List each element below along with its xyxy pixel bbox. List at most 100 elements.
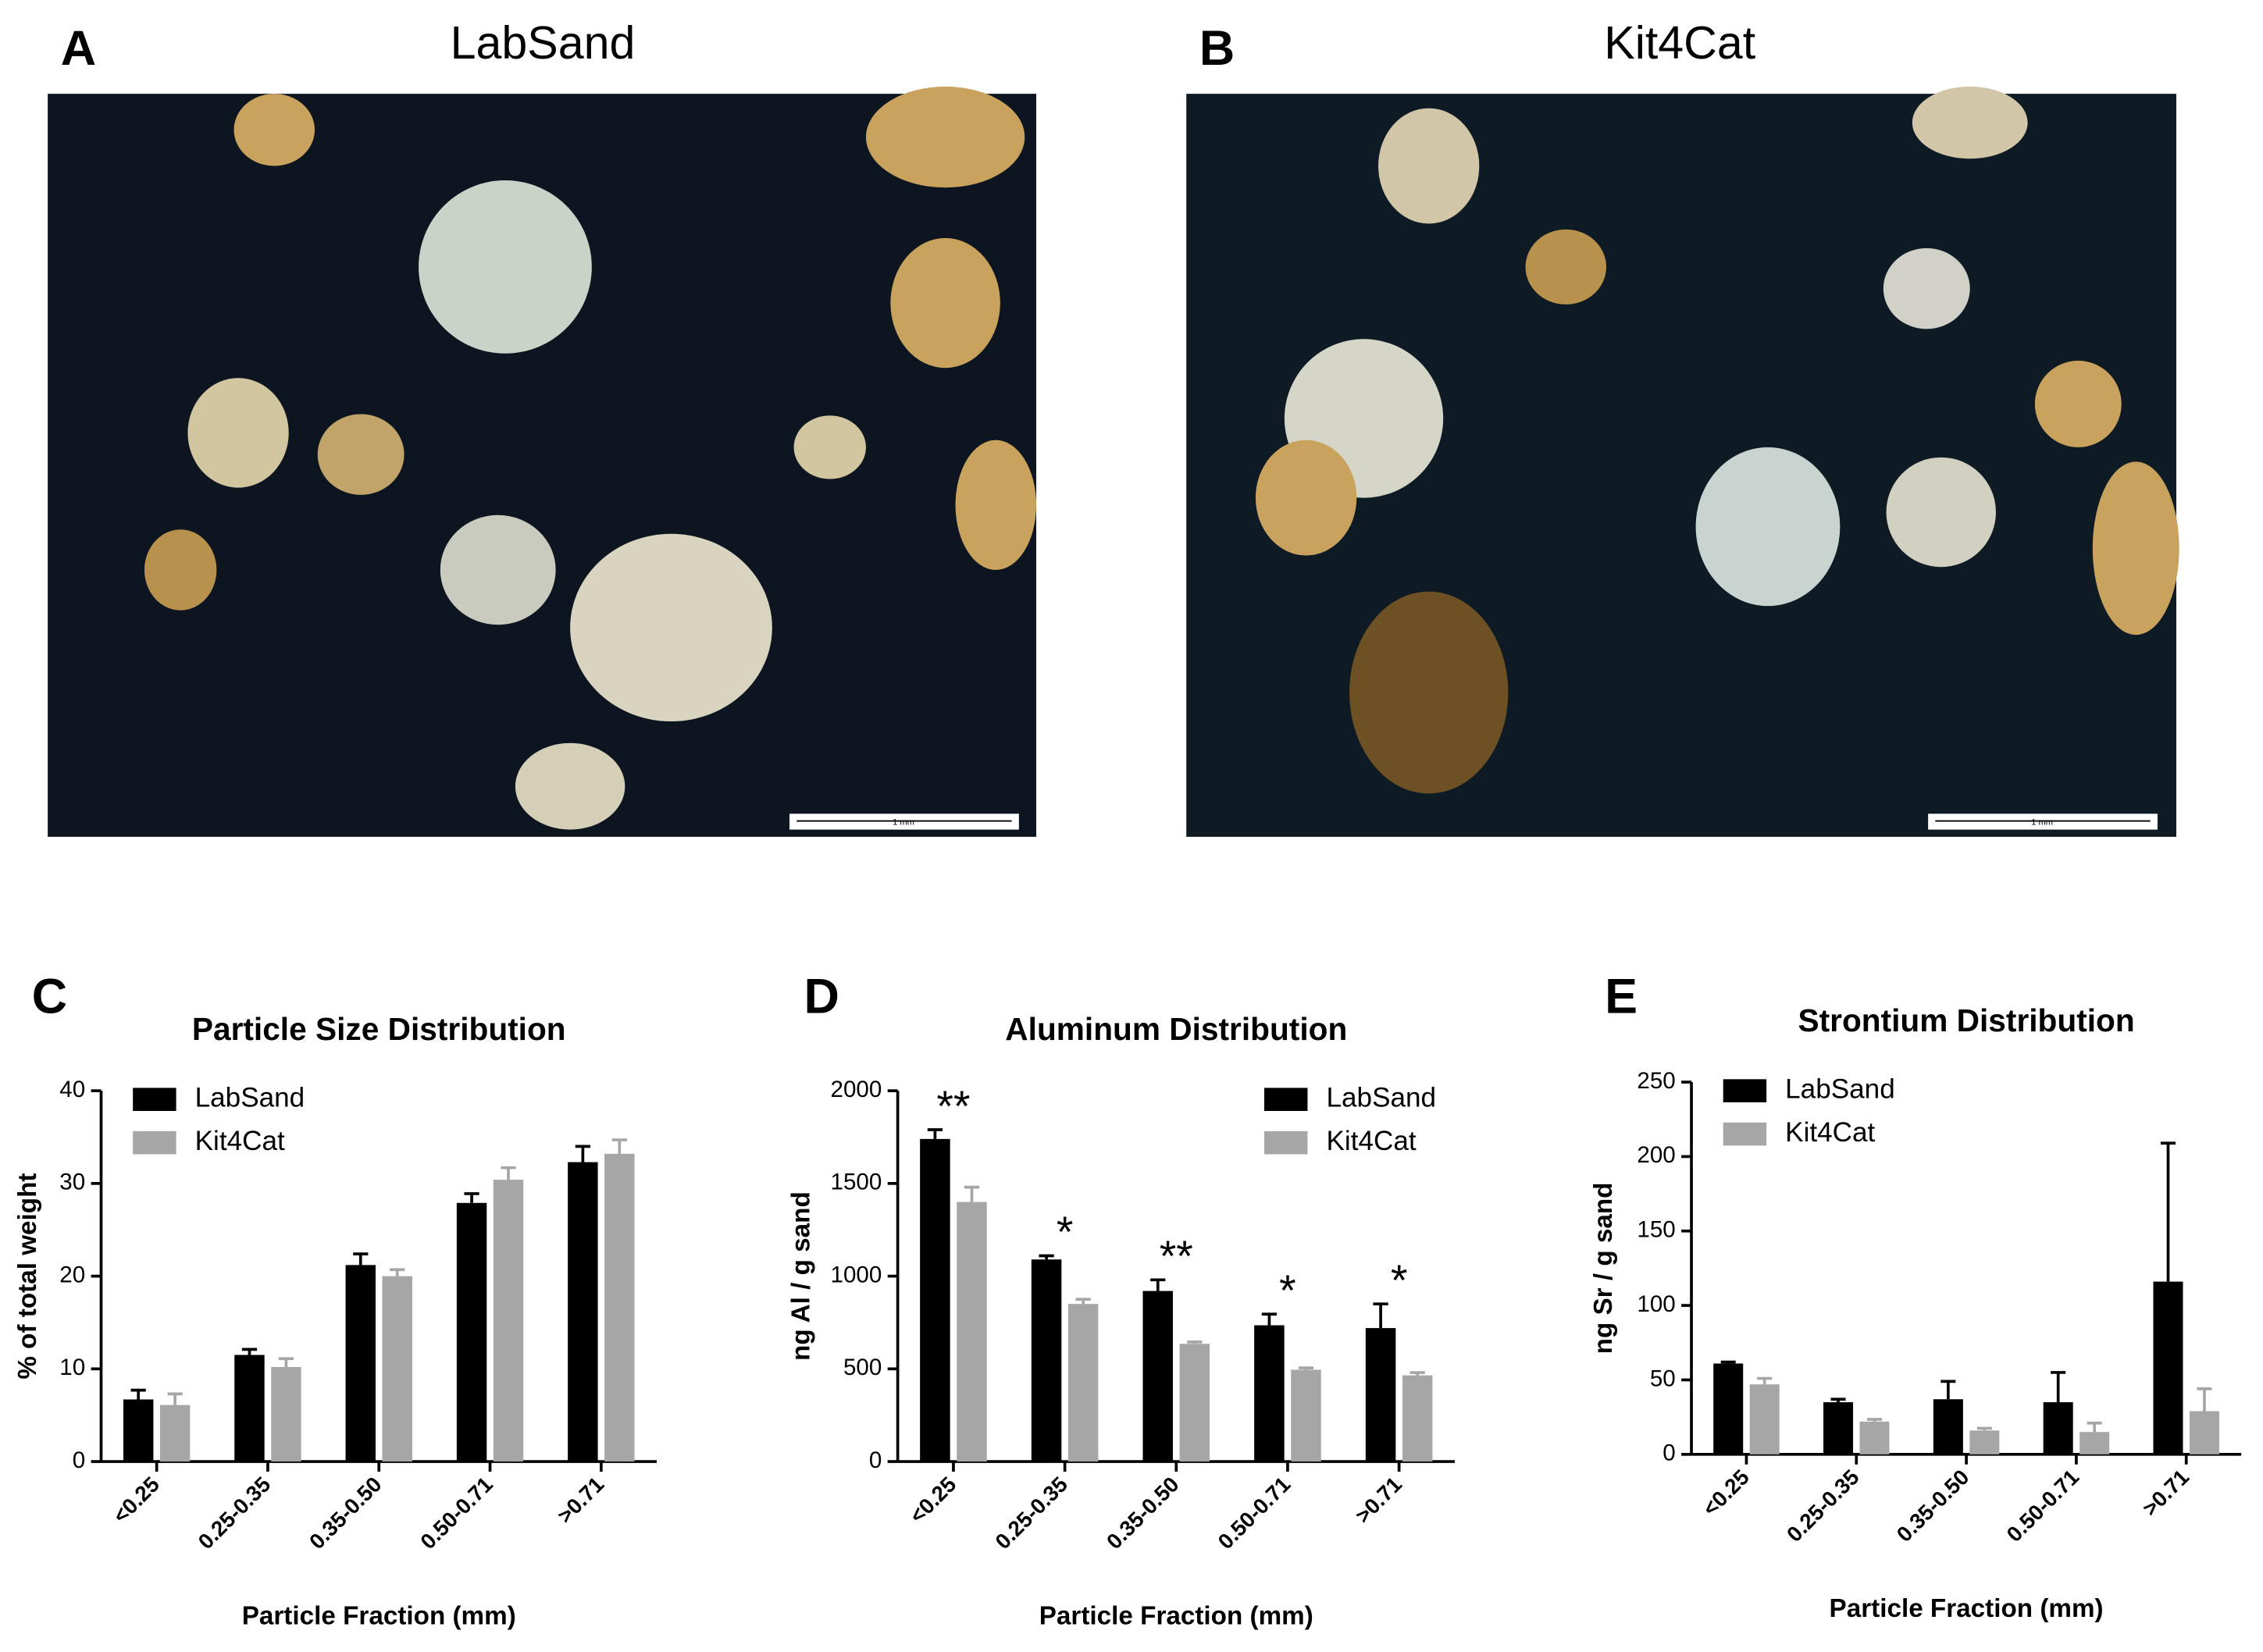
panel-label: B	[1199, 21, 1235, 76]
panel-label: C	[32, 969, 67, 1024]
x-tick-label: 0.35-0.50	[1102, 1472, 1184, 1554]
y-axis-label: ng Al / g sand	[786, 1191, 815, 1361]
x-axis-label: Particle Fraction (mm)	[1039, 1601, 1313, 1630]
y-tick-label: 2000	[831, 1077, 882, 1102]
error-bar	[241, 1348, 258, 1355]
bar	[1031, 1259, 1062, 1462]
error-bar	[1373, 1302, 1388, 1329]
error-bar	[2160, 1141, 2176, 1282]
bar	[1713, 1363, 1744, 1454]
chart-title: Particle Size Distribution	[192, 1011, 566, 1047]
error-bar	[501, 1166, 516, 1180]
error-bar	[1298, 1366, 1314, 1370]
y-axis-label: % of total weight	[13, 1173, 42, 1380]
bar	[1749, 1384, 1780, 1454]
x-tick-label: <0.25	[905, 1472, 961, 1528]
error-bar	[1075, 1298, 1091, 1305]
bar	[1365, 1328, 1396, 1462]
bar	[1067, 1304, 1099, 1462]
legend-label: Kit4Cat	[1785, 1117, 1875, 1148]
error-bar	[130, 1388, 146, 1400]
bar	[1179, 1344, 1210, 1462]
bar	[1823, 1402, 1854, 1454]
error-bar	[278, 1357, 294, 1367]
bar	[568, 1162, 598, 1462]
error-bar	[1976, 1426, 1992, 1431]
y-tick-label: 200	[1637, 1142, 1675, 1168]
x-axis-label: Particle Fraction (mm)	[1830, 1594, 2104, 1623]
legend-label: LabSand	[1326, 1082, 1436, 1113]
x-tick-label: >0.71	[2138, 1465, 2194, 1521]
bar	[345, 1265, 376, 1462]
y-tick-label: 20	[59, 1262, 85, 1287]
image-title: LabSand	[451, 16, 636, 69]
bar	[604, 1153, 635, 1462]
legend-swatch	[1264, 1130, 1308, 1155]
legend-label: LabSand	[195, 1082, 305, 1113]
bar	[1402, 1375, 1433, 1462]
y-tick-label: 1000	[831, 1262, 882, 1287]
panel-label: E	[1605, 969, 1638, 1024]
error-bar	[167, 1392, 183, 1405]
bar	[123, 1399, 154, 1462]
y-tick-label: 30	[59, 1170, 85, 1195]
photo-a: 1 mm	[48, 86, 1037, 837]
chart-title: Aluminum Distribution	[1005, 1011, 1347, 1047]
bar	[2189, 1411, 2219, 1454]
legend-label: Kit4Cat	[195, 1126, 285, 1156]
bar	[1254, 1325, 1285, 1462]
y-tick-label: 0	[73, 1447, 85, 1473]
bar	[1969, 1430, 2000, 1454]
y-tick-label: 1500	[831, 1170, 882, 1195]
y-tick-label: 50	[1650, 1365, 1676, 1391]
y-tick-label: 10	[59, 1355, 85, 1380]
legend-swatch	[1723, 1122, 1767, 1146]
error-bar	[1757, 1376, 1773, 1385]
y-axis-label: ng Sr / g sand	[1589, 1183, 1618, 1355]
error-bar	[464, 1192, 479, 1203]
x-tick-label: >0.71	[1351, 1472, 1407, 1528]
y-tick-label: 0	[869, 1447, 882, 1473]
bar	[456, 1202, 487, 1462]
error-bar	[1940, 1380, 1956, 1400]
y-tick-label: 0	[1663, 1440, 1675, 1466]
bar	[2153, 1281, 2183, 1454]
scale-bar-label: 1 mm	[2031, 817, 2053, 827]
error-bar	[1830, 1397, 1846, 1403]
x-tick-label: 0.50-0.71	[2002, 1465, 2084, 1547]
bar	[159, 1405, 191, 1462]
chart-title: Strontium Distribution	[1798, 1002, 2134, 1038]
significance: **	[1160, 1232, 1193, 1280]
x-tick-label: 0.50-0.71	[415, 1472, 497, 1554]
error-bar	[1720, 1360, 1736, 1364]
x-axis-label: Particle Fraction (mm)	[242, 1601, 516, 1630]
error-bar	[1409, 1371, 1425, 1376]
legend-swatch	[1264, 1088, 1308, 1111]
bar	[234, 1355, 265, 1462]
error-bar	[1261, 1312, 1278, 1326]
error-bar	[575, 1145, 590, 1162]
x-tick-label: >0.71	[553, 1472, 609, 1528]
x-tick-label: <0.25	[109, 1472, 165, 1528]
x-tick-label: 0.35-0.50	[1892, 1465, 1974, 1547]
bar	[1859, 1421, 1890, 1454]
y-tick-label: 40	[59, 1077, 85, 1102]
bar	[920, 1138, 950, 1462]
x-tick-label: 0.25-0.35	[194, 1472, 276, 1554]
legend-label: Kit4Cat	[1326, 1126, 1416, 1156]
legend-swatch	[133, 1130, 176, 1155]
panel-label: A	[61, 21, 96, 76]
bar	[1933, 1399, 1963, 1454]
error-bar	[390, 1268, 405, 1276]
bar	[271, 1366, 301, 1462]
error-bar	[353, 1252, 369, 1266]
x-tick-label: 0.35-0.50	[305, 1472, 387, 1554]
bar	[1291, 1369, 1321, 1462]
image-title: Kit4Cat	[1604, 16, 1755, 69]
error-bar	[1187, 1340, 1203, 1344]
x-tick-label: 0.25-0.35	[990, 1472, 1072, 1554]
x-tick-label: <0.25	[1698, 1465, 1754, 1521]
legend-swatch	[133, 1088, 176, 1111]
error-bar	[964, 1185, 980, 1202]
significance: *	[1279, 1266, 1296, 1315]
